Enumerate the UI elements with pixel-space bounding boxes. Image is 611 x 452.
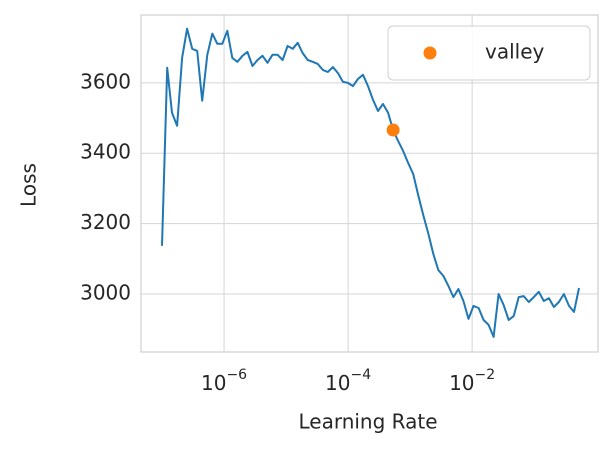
y-tick-label: 3600 — [80, 69, 131, 93]
x-tick-label: 10−4 — [325, 367, 371, 395]
x-tick-label: 10−2 — [449, 367, 495, 395]
y-tick-label: 3000 — [80, 280, 131, 304]
y-tick-label: 3200 — [80, 210, 131, 234]
y-axis-label: Loss — [17, 163, 41, 207]
legend: valley — [387, 25, 591, 81]
x-axis-label: Learning Rate — [298, 410, 437, 434]
loss-line — [161, 27, 580, 338]
legend-marker — [423, 46, 437, 60]
x-tick-label: 10−6 — [201, 367, 247, 395]
plot-frame — [140, 14, 599, 353]
y-tick-label: 3400 — [80, 140, 131, 164]
legend-label: valley — [485, 40, 545, 64]
legend-box — [387, 25, 591, 81]
valley-point — [386, 123, 400, 137]
